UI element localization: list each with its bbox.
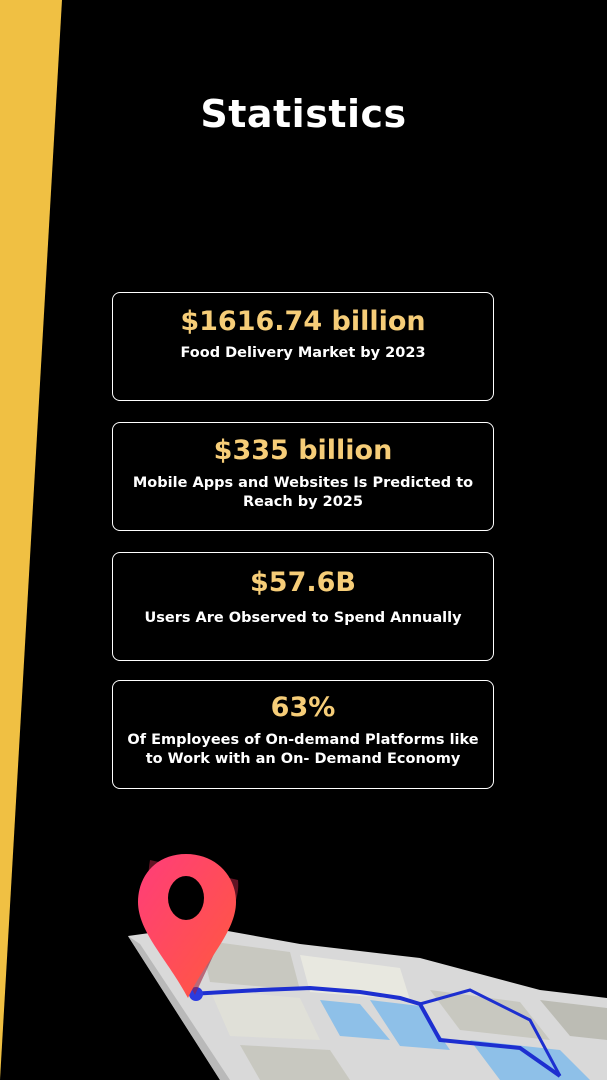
- page-title: Statistics: [200, 92, 407, 136]
- stat-card-apps: $335 billion Mobile Apps and Websites Is…: [112, 422, 494, 531]
- stat-value: $1616.74 billion: [180, 306, 426, 337]
- route-map-icon: [128, 854, 607, 1080]
- stat-label: Users Are Observed to Spend Annually: [144, 610, 462, 626]
- stat-label: Mobile Apps and Websites Is Predicted to…: [132, 475, 474, 510]
- stat-value: 63%: [270, 692, 336, 723]
- location-pin-icon: [138, 854, 236, 998]
- stat-card-spend: $57.6B Users Are Observed to Spend Annua…: [112, 552, 494, 661]
- stat-value: $57.6B: [250, 567, 356, 598]
- stat-value: $335 billion: [213, 435, 393, 466]
- stat-label: Of Employees of On-demand Platforms like…: [127, 732, 479, 767]
- stat-label: Food Delivery Market by 2023: [180, 345, 426, 361]
- stat-card-market: $1616.74 billion Food Delivery Market by…: [112, 292, 494, 401]
- stat-card-employees: 63% Of Employees of On-demand Platforms …: [112, 680, 494, 789]
